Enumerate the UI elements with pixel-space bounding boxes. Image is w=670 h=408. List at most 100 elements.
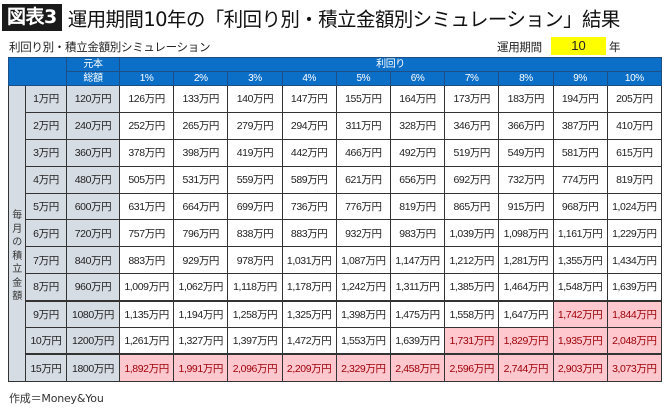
result-cell: 311万円 — [335, 111, 391, 140]
table-row: 毎月の積立金額 1万円 120万円 126万円 133万円 140万円 147万円 155万円… — [8, 85, 663, 382]
result-cell: 1,355万円 — [552, 246, 608, 275]
result-cell: 398万円 — [173, 138, 229, 167]
result-cell: 2,048万円 — [606, 327, 663, 355]
result-cell: 173万円 — [444, 85, 500, 113]
result-cell: 1,147万円 — [389, 246, 446, 275]
result-cell: 978万円 — [227, 246, 283, 275]
period-input[interactable]: 10 — [551, 37, 606, 55]
result-cell: 1,031万円 — [281, 246, 337, 275]
rate-header-4: 4% — [281, 71, 337, 86]
table-row: 10万円 1200万円 1,261万円 1,327万円 1,397万円 1,472万円 1,… — [9, 327, 663, 355]
result-cell: 1,311万円 — [389, 273, 446, 302]
result-cell: 1,024万円 — [606, 192, 663, 221]
principal-total-cell: 360万円 — [66, 138, 120, 167]
result-cell: 155万円 — [335, 85, 391, 113]
result-cell: 1,553万円 — [335, 327, 391, 355]
rate-header-8: 8% — [498, 71, 554, 86]
result-cell: 2,458万円 — [389, 353, 446, 382]
monthly-amount-cell: 1万円 — [25, 85, 67, 113]
rate-header-6: 6% — [389, 71, 446, 86]
result-cell: 1,829万円 — [498, 327, 554, 355]
rate-header-10: 10% — [606, 71, 663, 86]
result-cell: 1,385万円 — [444, 273, 500, 302]
monthly-amount-cell: 6万円 — [25, 219, 67, 248]
result-cell: 932万円 — [335, 219, 391, 248]
result-cell: 819万円 — [389, 192, 446, 221]
result-cell: 865万円 — [444, 192, 500, 221]
result-cell: 1,242万円 — [335, 273, 391, 302]
table-row: 5万円 600万円 631万円 664万円 699万円 736万円 776万円 819万円 86… — [9, 192, 663, 221]
header-blank-cell — [8, 57, 67, 86]
result-cell: 279万円 — [227, 111, 283, 140]
monthly-amount-cell: 9万円 — [25, 299, 67, 329]
result-cell: 819万円 — [606, 165, 663, 194]
result-cell: 419万円 — [227, 138, 283, 167]
result-cell: 656万円 — [389, 165, 446, 194]
result-cell: 410万円 — [606, 111, 663, 140]
result-cell: 664万円 — [173, 192, 229, 221]
result-cell: 1,135万円 — [118, 299, 175, 329]
result-cell: 883万円 — [118, 246, 175, 275]
period-label: 運用期間 — [497, 40, 542, 54]
result-cell: 492万円 — [389, 138, 446, 167]
table-row: 7万円 840万円 883万円 929万円 978万円 1,031万円 1,087万円 1,1… — [9, 246, 663, 275]
simulation-table: 元本 利回り 総額 1% 2% 3% 4% 5% 6% 7% 8% 9% 10% 毎月の積立金額 1… — [8, 57, 663, 382]
rate-header-1: 1% — [118, 71, 175, 86]
result-cell: 1,731万円 — [444, 327, 500, 355]
principal-total-cell: 1800万円 — [66, 353, 120, 382]
table-row: 2万円 240万円 252万円 265万円 279万円 294万円 311万円 328万円 34… — [9, 111, 663, 140]
result-cell: 1,475万円 — [389, 299, 446, 329]
result-cell: 1,281万円 — [498, 246, 554, 275]
result-cell: 1,397万円 — [227, 327, 283, 355]
result-cell: 1,472万円 — [281, 327, 337, 355]
result-cell: 133万円 — [173, 85, 229, 113]
rate-header-7: 7% — [444, 71, 500, 86]
table-row: 4万円 480万円 505万円 531万円 559万円 589万円 621万円 656万円 69… — [9, 165, 663, 194]
monthly-amount-cell: 15万円 — [25, 353, 67, 382]
result-cell: 1,935万円 — [552, 327, 608, 355]
result-cell: 1,194万円 — [173, 299, 229, 329]
rate-header-5: 5% — [335, 71, 391, 86]
result-cell: 1,039万円 — [444, 219, 500, 248]
monthly-amount-cell: 3万円 — [25, 138, 67, 167]
result-cell: 2,903万円 — [552, 353, 608, 382]
result-cell: 774万円 — [552, 165, 608, 194]
result-cell: 1,229万円 — [606, 219, 663, 248]
result-cell: 1,118万円 — [227, 273, 283, 302]
result-cell: 1,647万円 — [498, 299, 554, 329]
result-cell: 1,009万円 — [118, 273, 175, 302]
result-cell: 1,261万円 — [118, 327, 175, 355]
result-cell: 2,596万円 — [444, 353, 500, 382]
principal-total-cell: 480万円 — [66, 165, 120, 194]
result-cell: 1,161万円 — [552, 219, 608, 248]
table-subtitle: 利回り別・積立金額別シミュレーション — [9, 40, 211, 54]
figure-badge: 図表3 — [2, 3, 62, 31]
principal-total-cell: 1080万円 — [66, 299, 120, 329]
monthly-amount-cell: 2万円 — [25, 111, 67, 140]
header-row-1: 元本 利回り — [8, 57, 662, 86]
result-cell: 1,098万円 — [498, 219, 554, 248]
result-cell: 519万円 — [444, 138, 500, 167]
result-cell: 1,639万円 — [606, 273, 663, 302]
result-cell: 328万円 — [389, 111, 446, 140]
result-cell: 796万円 — [173, 219, 229, 248]
result-cell: 252万円 — [118, 111, 175, 140]
figure-title: 図表3 運用期間10年の「利回り別・積立金額別シミュレーション」結果 — [2, 3, 620, 31]
result-cell: 1,844万円 — [606, 299, 663, 329]
result-cell: 1,325万円 — [281, 299, 337, 329]
result-cell: 1,212万円 — [444, 246, 500, 275]
result-cell: 915万円 — [498, 192, 554, 221]
result-cell: 1,892万円 — [118, 353, 175, 382]
result-cell: 366万円 — [498, 111, 554, 140]
result-cell: 983万円 — [389, 219, 446, 248]
result-cell: 1,398万円 — [335, 299, 391, 329]
result-cell: 776万円 — [335, 192, 391, 221]
table-row: 3万円 360万円 378万円 398万円 419万円 442万円 466万円 492万円 51… — [9, 138, 663, 167]
result-cell: 294万円 — [281, 111, 337, 140]
table-row: 8万円 960万円 1,009万円 1,062万円 1,118万円 1,178万円 1,24… — [9, 273, 663, 302]
result-cell: 732万円 — [498, 165, 554, 194]
table-row: 6万円 720万円 757万円 796万円 838万円 883万円 932万円 983万円 1,… — [9, 219, 663, 248]
principal-total-cell: 720万円 — [66, 219, 120, 248]
result-cell: 581万円 — [552, 138, 608, 167]
result-cell: 968万円 — [552, 192, 608, 221]
